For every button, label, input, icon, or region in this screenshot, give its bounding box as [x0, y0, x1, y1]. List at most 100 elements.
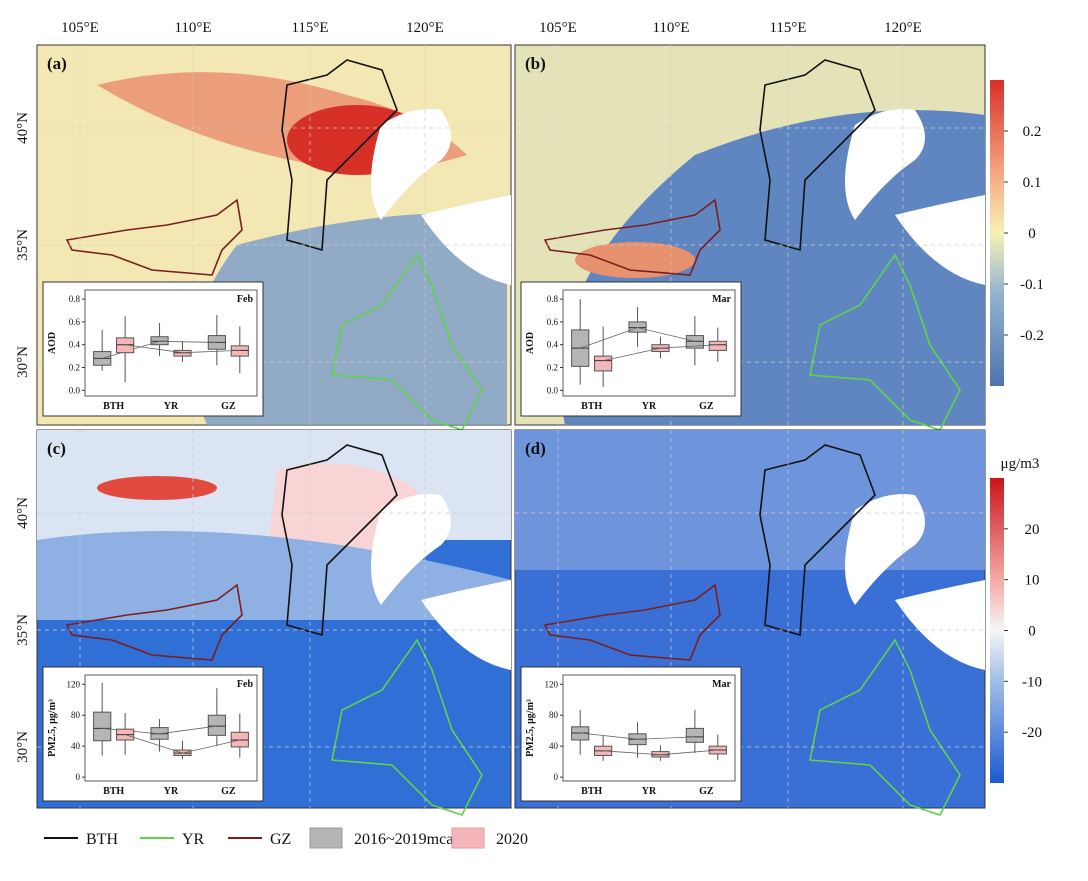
colorbar-unit: μg/m3: [1001, 456, 1040, 472]
gz-boundary: [543, 583, 721, 661]
y-tick-label: 0.8: [547, 294, 559, 304]
inset-background: [42, 281, 264, 417]
inset-ylabel: PM2.5, μg/m³: [525, 699, 536, 757]
inset-frame: [562, 289, 736, 397]
gz-boundary: [65, 583, 243, 661]
map-panel: (d) 0 40 80 120 PM2.5, μg/m³ Mar BTH YR GZ: [514, 429, 986, 816]
x-tick-label: YR: [164, 786, 179, 797]
colorbar: [990, 80, 1004, 386]
inset-ylabel: AOD: [525, 332, 536, 354]
x-tick-label: GZ: [221, 401, 236, 412]
y-tick-label: 120: [67, 679, 81, 689]
y-tick-label: 0.4: [69, 340, 81, 350]
legend-label: 2016~2019mcan: [354, 831, 461, 848]
legend-label: 2020: [496, 831, 528, 848]
lon-label: 115°E: [291, 20, 328, 36]
box: [93, 711, 112, 742]
yr-boundary: [809, 638, 961, 816]
panel-label: (b): [525, 54, 546, 73]
gz-boundary: [543, 198, 721, 276]
box: [150, 336, 169, 346]
colorbar-tick-label: -20: [1022, 725, 1042, 741]
y-tick-label: 40: [71, 741, 81, 751]
lat-label: 30°N: [15, 731, 31, 763]
median-link: [603, 344, 718, 362]
colorbar-tick-label: 0: [1028, 624, 1036, 640]
yr-boundary: [331, 253, 483, 431]
y-tick-label: 0.6: [69, 317, 81, 327]
inset-ylabel: AOD: [47, 332, 58, 354]
yr-boundary: [331, 638, 483, 816]
box: [685, 335, 704, 349]
y-tick-label: 80: [549, 710, 559, 720]
x-tick-label: GZ: [221, 786, 236, 797]
y-tick-label: 0: [76, 772, 81, 782]
lat-label: 35°N: [15, 229, 31, 261]
x-tick-label: BTH: [581, 401, 602, 412]
median-link: [580, 327, 695, 349]
legend-label: GZ: [270, 831, 291, 848]
sea: [845, 494, 985, 670]
colorbar-tick-label: -0.2: [1020, 328, 1044, 344]
bth-boundary: [759, 444, 876, 637]
yr-boundary: [809, 253, 961, 431]
panel-label: (a): [47, 54, 67, 73]
inset-month: Feb: [237, 294, 254, 305]
panel-label: (d): [525, 439, 546, 458]
box: [594, 355, 613, 372]
box: [708, 340, 727, 351]
x-tick-label: BTH: [581, 786, 602, 797]
lon-label: 105°E: [539, 20, 577, 36]
bth-boundary: [281, 444, 398, 637]
y-tick-label: 120: [545, 679, 559, 689]
box: [116, 337, 135, 354]
x-tick-label: BTH: [103, 401, 124, 412]
inset-frame: [84, 289, 258, 397]
map-panel: 40°N 35°N 30°N (c) 0 40 80 120 PM2.5, μg/m³ Feb BT…: [15, 429, 512, 816]
inset-month: Feb: [237, 679, 254, 690]
y-tick-label: 0.8: [69, 294, 81, 304]
sea: [845, 109, 985, 285]
gz-boundary: [65, 198, 243, 276]
lon-label: 120°E: [884, 20, 922, 36]
median-link: [603, 749, 718, 756]
x-tick-label: GZ: [699, 401, 714, 412]
y-tick-label: 0.6: [547, 317, 559, 327]
warm-spot: [97, 476, 217, 500]
x-tick-label: GZ: [699, 786, 714, 797]
y-tick-label: 0.2: [547, 363, 558, 373]
y-tick-label: 0: [554, 772, 559, 782]
inset-frame: [562, 674, 736, 782]
lon-label: 110°E: [652, 20, 689, 36]
colorbar: [990, 478, 1004, 783]
sea: [371, 109, 511, 285]
colorbar-tick-label: -0.1: [1020, 277, 1044, 293]
median-link: [125, 734, 240, 754]
lon-label: 105°E: [61, 20, 99, 36]
y-tick-label: 40: [549, 741, 559, 751]
lat-label: 30°N: [15, 346, 31, 378]
x-tick-label: YR: [642, 401, 657, 412]
y-tick-label: 0.4: [547, 340, 559, 350]
bth-boundary: [759, 59, 876, 252]
lon-label: 120°E: [406, 20, 444, 36]
x-tick-label: BTH: [103, 786, 124, 797]
bth-boundary: [281, 59, 398, 252]
lat-label: 40°N: [15, 112, 31, 144]
mid-blue: [37, 531, 511, 620]
box: [207, 714, 226, 736]
legend-label: YR: [182, 831, 205, 848]
map-panel: 105°E 110°E 115°E 120°E (b) 0.0 0.2 0.4 0.6 0.8 AO…: [514, 20, 986, 431]
panel-label: (c): [47, 439, 66, 458]
colorbar-tick-label: 20: [1025, 522, 1040, 538]
inset-frame: [84, 674, 258, 782]
inset-month: Mar: [712, 679, 731, 690]
inset-background: [520, 281, 742, 417]
legend-label: BTH: [86, 831, 118, 848]
y-tick-label: 80: [71, 710, 81, 720]
y-tick-label: 0.0: [547, 385, 559, 395]
y-tick-label: 0.0: [69, 385, 81, 395]
warm-spot: [575, 242, 695, 278]
colorbar-tick-label: 0.2: [1023, 124, 1042, 140]
median-link: [125, 344, 240, 354]
